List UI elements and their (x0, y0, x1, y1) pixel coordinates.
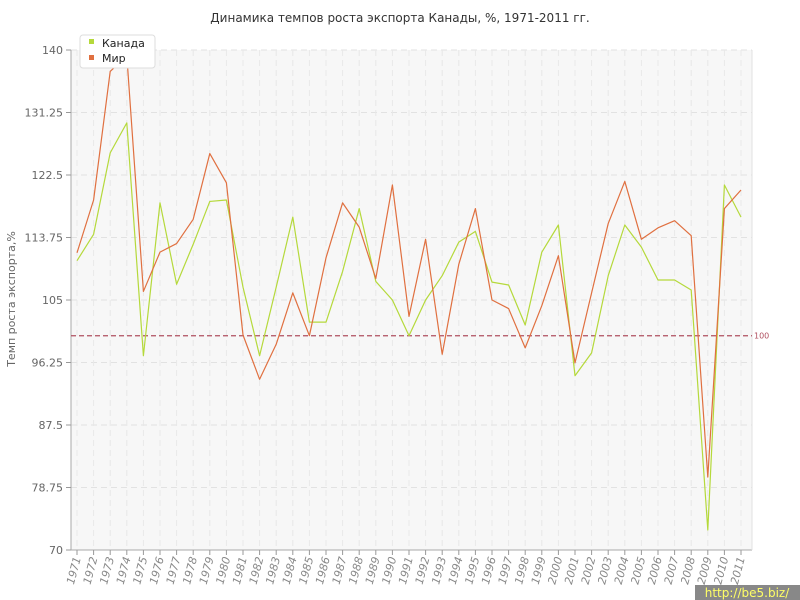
y-tick-label: 105 (42, 294, 63, 307)
series-line-mir (76, 55, 742, 478)
legend: Канада Мир (79, 34, 156, 69)
watermark[interactable]: http://be5.biz/ (695, 585, 800, 600)
legend-label-mir: Мир (102, 52, 126, 65)
y-tick-label: 70 (49, 544, 63, 557)
reference-line-group: 100 (71, 332, 769, 341)
series-line-kanada (76, 122, 742, 531)
chart-title: Динамика темпов роста экспорта Канады, %… (210, 11, 589, 25)
y-axis-ticks: 140 131.25 122.5 113.75 105 96.25 87.5 78.75 70 (25, 44, 71, 557)
reference-line-label: 100 (754, 332, 769, 341)
y-tick-label: 122.5 (32, 169, 64, 182)
y-tick-label: 113.75 (25, 232, 64, 245)
y-tick-label: 78.75 (32, 482, 64, 495)
y-tick-label: 140 (42, 44, 63, 57)
y-tick-label: 87.5 (39, 419, 64, 432)
grid (71, 49, 752, 551)
y-tick-label: 131.25 (25, 107, 64, 120)
legend-swatch-kanada (89, 39, 94, 44)
watermark-bg (695, 585, 800, 600)
watermark-link[interactable]: http://be5.biz/ (705, 586, 790, 600)
legend-box (79, 34, 156, 69)
series-lines (76, 55, 742, 531)
y-axis-label: Темп роста экспорта,% (5, 231, 18, 368)
legend-swatch-mir (89, 55, 94, 60)
y-tick-label: 96.25 (32, 357, 64, 370)
legend-label-kanada: Канада (102, 37, 145, 50)
